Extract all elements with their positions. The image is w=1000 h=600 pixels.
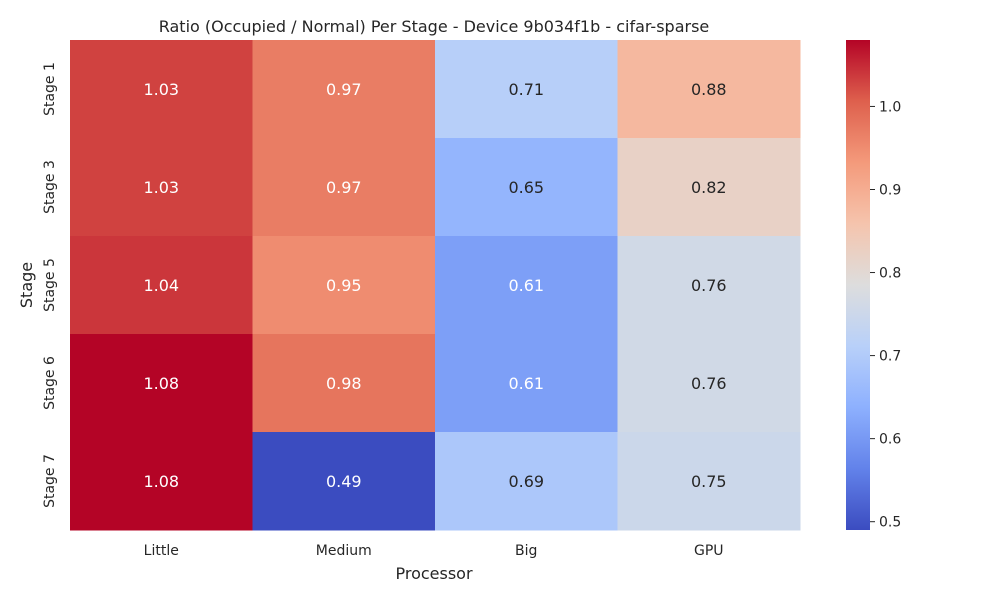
heatmap-cell [70, 40, 253, 139]
heatmap-cell [70, 138, 253, 237]
x-tick-label: GPU [694, 543, 724, 559]
colorbar-ticks: 0.5 0.6 0.7 0.8 0.9 1.0 [870, 99, 901, 531]
chart-title: Ratio (Occupied / Normal) Per Stage - De… [159, 17, 710, 36]
cell-value-label: 0.71 [508, 80, 544, 99]
x-tick-label: Little [144, 543, 179, 559]
colorbar [846, 40, 870, 530]
cell-value-label: 1.08 [143, 374, 179, 393]
cell-value-label: 0.49 [326, 472, 362, 491]
heatmap-cell [617, 432, 801, 531]
cell-value-label: 1.03 [143, 80, 179, 99]
cell-value-label: 0.98 [326, 374, 362, 393]
colorbar-tick-label: 1.0 [879, 99, 901, 115]
cell-value-label: 1.04 [143, 276, 179, 295]
x-tick-label: Medium [316, 543, 372, 559]
cell-value-label: 0.76 [691, 374, 727, 393]
cell-value-label: 0.76 [691, 276, 727, 295]
heatmap-cell [252, 334, 436, 433]
cell-value-label: 0.65 [508, 178, 544, 197]
cell-value-label: 1.03 [143, 178, 179, 197]
cell-value-label: 0.97 [326, 178, 362, 197]
heatmap-cell [435, 432, 618, 531]
y-tick-label: Stage 1 [42, 62, 58, 116]
cell-value-label: 0.69 [508, 472, 544, 491]
cell-value-label: 0.61 [508, 374, 544, 393]
y-axis-ticks: Stage 1 Stage 3 Stage 5 Stage 6 Stage 7 [42, 62, 58, 508]
x-tick-label: Big [515, 543, 537, 559]
heatmap-cell [435, 40, 618, 139]
y-tick-label: Stage 5 [42, 258, 58, 312]
cell-value-label: 1.08 [143, 472, 179, 491]
heatmap-cell [70, 236, 253, 335]
heatmap-cell [435, 236, 618, 335]
colorbar-tick-label: 0.5 [879, 515, 901, 531]
colorbar-tick-label: 0.7 [879, 349, 901, 365]
cell-value-label: 0.75 [691, 472, 727, 491]
x-axis-ticks: Little Medium Big GPU [144, 543, 724, 559]
y-tick-label: Stage 7 [42, 454, 58, 508]
y-tick-label: Stage 6 [42, 356, 58, 410]
heatmap-cell [435, 334, 618, 433]
cell-value-label: 0.82 [691, 178, 727, 197]
heatmap-cells [70, 40, 801, 531]
heatmap-cell [435, 138, 618, 237]
cell-value-label: 0.88 [691, 80, 727, 99]
heatmap-cell [70, 432, 253, 531]
heatmap-cell [252, 40, 436, 139]
heatmap-cell [252, 432, 436, 531]
cell-value-label: 0.95 [326, 276, 362, 295]
colorbar-tick-label: 0.8 [879, 266, 901, 282]
heatmap-cell [617, 334, 801, 433]
heatmap-cell [617, 40, 801, 139]
x-axis-label: Processor [395, 564, 472, 583]
y-axis-label: Stage [17, 262, 36, 308]
cell-annotations: 1.03 0.97 0.71 0.88 1.03 0.97 0.65 0.82 1.04 0.95… [143, 80, 726, 491]
heatmap-cell [70, 334, 253, 433]
cell-value-label: 0.97 [326, 80, 362, 99]
colorbar-tick-label: 0.6 [879, 432, 901, 448]
heatmap-cell [617, 138, 801, 237]
heatmap-cell [252, 236, 436, 335]
colorbar-tick-label: 0.9 [879, 182, 901, 198]
y-tick-label: Stage 3 [42, 160, 58, 214]
heatmap-cell [617, 236, 801, 335]
heatmap-cell [252, 138, 436, 237]
cell-value-label: 0.61 [508, 276, 544, 295]
